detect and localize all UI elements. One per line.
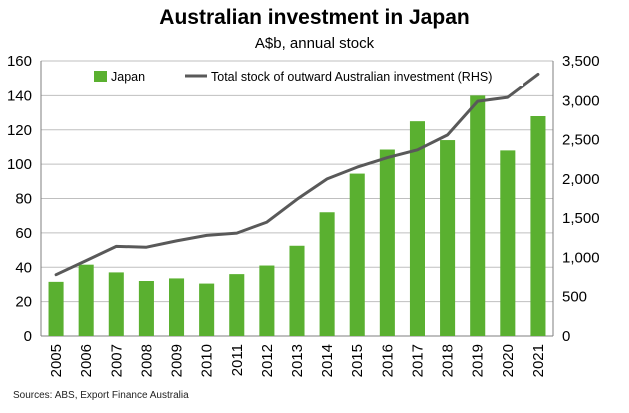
bar-japan — [470, 95, 486, 336]
y-right-tick-label: 2,500 — [562, 132, 600, 149]
y-right-tick-label: 1,500 — [562, 210, 600, 227]
y-left-tick-label: 40 — [15, 259, 32, 276]
y-right-tick-label: 2,000 — [562, 171, 600, 188]
bar-japan — [500, 150, 516, 336]
bar-japan — [229, 274, 245, 336]
line-total-outward-investment — [54, 72, 540, 277]
x-tick-label: 2007 — [108, 344, 125, 377]
x-tick-label: 2011 — [229, 344, 246, 376]
x-tick-label: 2014 — [319, 344, 336, 377]
bar-japan — [289, 245, 305, 336]
y-left-tick-label: 0 — [24, 328, 32, 345]
x-tick-label: 2008 — [138, 344, 155, 377]
y-left-tick-label: 160 — [7, 53, 32, 70]
bar-japan — [379, 149, 395, 336]
bar-japan — [108, 272, 124, 336]
y-left-tick-label: 20 — [15, 294, 32, 311]
legend-swatch-japan — [94, 71, 107, 82]
legend-label-japan: Japan — [111, 70, 145, 84]
y-right-tick-label: 3,500 — [562, 53, 600, 70]
x-tick-label: 2006 — [78, 344, 95, 377]
x-tick-label: 2017 — [409, 344, 426, 377]
bar-japan — [349, 173, 365, 336]
x-tick-label: 2018 — [440, 344, 457, 377]
bar-japan — [440, 140, 456, 336]
x-tick-label: 2021 — [530, 344, 547, 377]
chart-title: Australian investment in Japan — [159, 6, 470, 29]
bar-japan — [48, 281, 64, 336]
bar-japan — [259, 265, 275, 336]
y-left-tick-label: 140 — [7, 87, 32, 104]
bar-japan — [199, 283, 215, 336]
y-right-tick-label: 500 — [562, 289, 587, 306]
x-tick-label: 2009 — [169, 344, 186, 377]
x-tick-label: 2013 — [289, 344, 306, 377]
y-right-tick-label: 0 — [562, 328, 570, 345]
bar-japan — [319, 212, 335, 336]
y-left-tick-label: 120 — [7, 122, 32, 139]
x-tick-label: 2019 — [470, 344, 487, 377]
y-left-tick-label: 100 — [7, 156, 32, 173]
legend-background — [78, 66, 523, 86]
x-tick-label: 2015 — [349, 344, 366, 377]
bar-japan — [530, 116, 546, 336]
y-right-tick-label: 3,000 — [562, 92, 600, 109]
x-tick-label: 2005 — [48, 344, 65, 377]
bar-japan — [138, 281, 154, 336]
y-right-tick-label: 1,000 — [562, 249, 600, 266]
y-left-tick-label: 80 — [15, 191, 32, 208]
x-tick-label: 2020 — [500, 344, 517, 377]
legend-label-total: Total stock of outward Australian invest… — [211, 70, 492, 84]
x-tick-label: 2010 — [199, 344, 216, 377]
chart-subtitle: A$b, annual stock — [254, 35, 375, 52]
chart-source: Sources: ABS, Export Finance Australia — [13, 390, 189, 401]
x-tick-label: 2012 — [259, 344, 276, 377]
bar-japan — [169, 278, 185, 336]
x-tick-label: 2016 — [379, 344, 396, 377]
bar-japan — [78, 264, 94, 336]
bar-japan — [409, 121, 425, 336]
y-left-tick-label: 60 — [15, 225, 32, 242]
